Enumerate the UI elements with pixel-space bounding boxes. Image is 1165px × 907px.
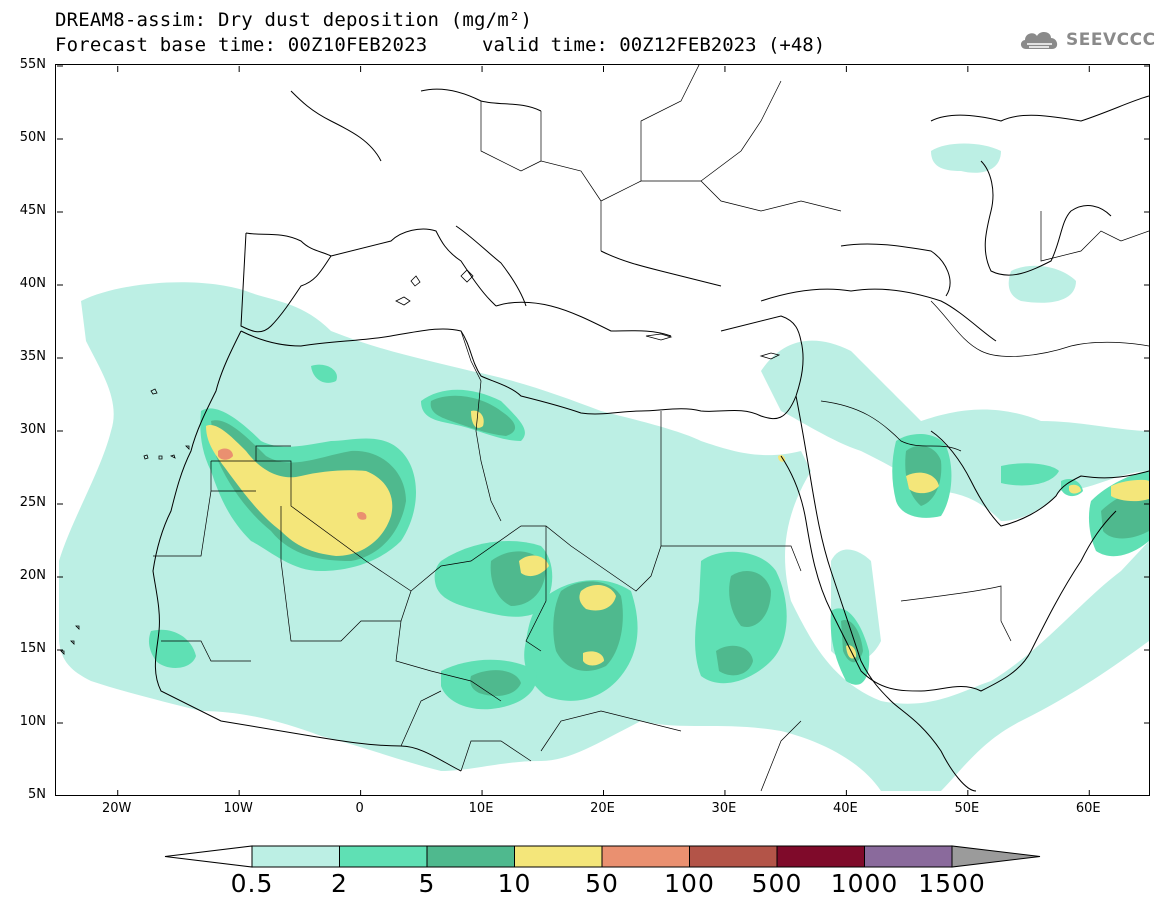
lat-tick-label: 55N <box>19 57 46 72</box>
colorbar-tick-label: 50 <box>585 869 619 898</box>
dust-level-50 <box>218 448 367 520</box>
cloud-icon <box>1020 32 1058 49</box>
colorbar-tick-label: 1000 <box>830 869 899 898</box>
colorbar-tick-label: 100 <box>664 869 715 898</box>
lat-tick-label: 30N <box>19 422 46 437</box>
lat-tick-label: 35N <box>19 349 46 364</box>
colorbar-segment <box>426 845 515 868</box>
lon-tick-label: 10E <box>468 801 494 816</box>
colorbar-segment <box>251 845 340 868</box>
colorbar-tick-label: 500 <box>751 869 803 898</box>
lon-tick-label: 0 <box>355 801 364 816</box>
colorbar-tick-label: 0.5 <box>230 869 274 898</box>
colorbar-under-triangle <box>164 845 253 868</box>
colorbar-segment <box>864 845 953 868</box>
colorbar-tick-label: 2 <box>331 869 348 898</box>
lat-tick-label: 15N <box>19 641 46 656</box>
lat-tick-label: 10N <box>19 714 46 729</box>
lon-tick-label: 20E <box>590 801 615 816</box>
lon-tick-label: 50E <box>954 801 980 816</box>
lat-tick-label: 25N <box>19 495 46 510</box>
coastlines <box>152 88 1149 792</box>
lon-tick-label: 40E <box>832 801 858 816</box>
colorbar-tick-label: 10 <box>497 869 532 898</box>
lon-tick-label: 20W <box>102 801 132 816</box>
country-borders <box>153 65 1149 792</box>
base-time-label: Forecast base time: 00Z10FEB2023 <box>55 34 428 56</box>
lat-tick-label: 45N <box>19 203 46 218</box>
lat-tick-label: 50N <box>19 130 46 145</box>
dust-level-10 <box>206 410 1149 666</box>
colorbar-over-triangle <box>951 845 1041 868</box>
colorbar-tick-label: 1500 <box>918 869 986 898</box>
colorbar-tick-label: 5 <box>418 869 436 898</box>
lon-tick-label: 60E <box>1075 801 1101 816</box>
colorbar-segment <box>339 845 428 868</box>
lon-tick-label: 10W <box>223 801 253 816</box>
lat-tick-label: 5N <box>28 787 46 802</box>
logo-text: SEEVCCC <box>1066 30 1156 50</box>
colorbar-segment <box>514 845 603 868</box>
lon-tick-label: 30E <box>711 801 737 816</box>
lat-tick-label: 20N <box>19 568 46 583</box>
map-panel <box>55 64 1150 796</box>
lat-tick-label: 40N <box>19 276 46 291</box>
valid-time-label: valid time: 00Z12FEB2023 (+48) <box>482 34 826 56</box>
dust-map <box>57 65 1149 795</box>
colorbar-segment <box>601 845 690 868</box>
colorbar-segment <box>776 845 865 868</box>
chart-title: DREAM8-assim: Dry dust deposition (mg/m²… <box>55 9 533 31</box>
colorbar-segment <box>689 845 778 868</box>
islands <box>60 269 781 655</box>
seevccc-logo: SEEVCCC <box>1018 25 1156 55</box>
